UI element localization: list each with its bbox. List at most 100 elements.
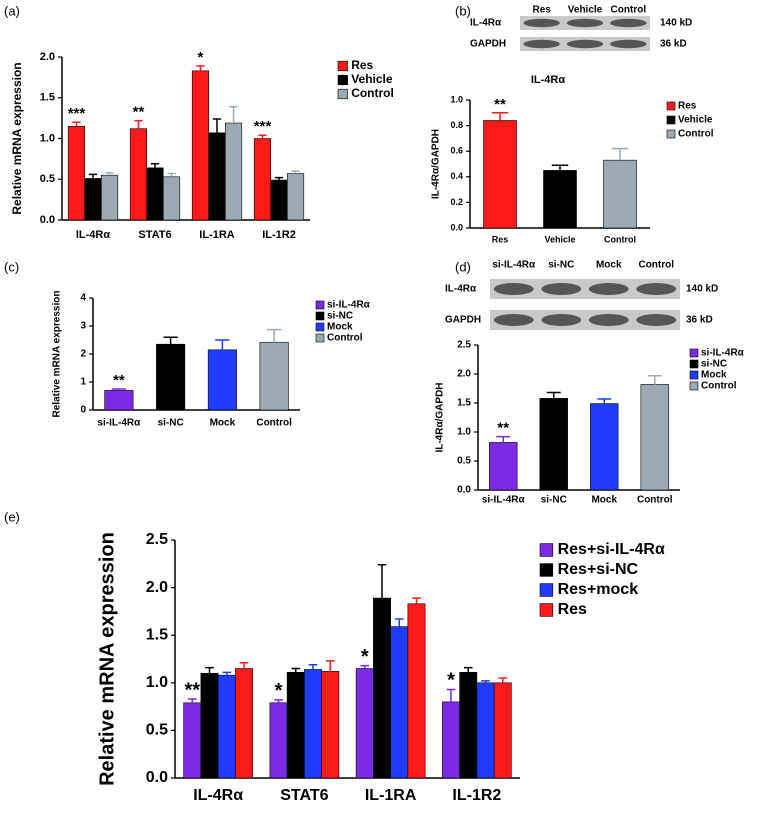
- error-bar: [377, 564, 387, 599]
- error-bar: [481, 680, 490, 683]
- y-tick-label: 0.0: [450, 222, 463, 232]
- y-tick-label: 1.0: [40, 132, 55, 144]
- bar: [129, 128, 148, 221]
- error-bar: [215, 339, 230, 350]
- bar: [321, 671, 340, 779]
- blot-lane-label: si-IL-4Rα: [492, 260, 536, 271]
- error-bar: [394, 618, 404, 627]
- error-bar: [446, 688, 456, 702]
- legend-label: Res: [351, 58, 373, 72]
- legend-label: si-IL-4Rα: [327, 300, 371, 311]
- bar: [162, 176, 181, 221]
- bar: [146, 167, 164, 221]
- legend-label: Res: [558, 601, 587, 618]
- legend-label: Res+mock: [558, 581, 639, 598]
- y-axis-label: Relative mRNA expression: [52, 291, 63, 418]
- y-axis-label: Relative mRNA expression: [10, 62, 24, 214]
- blot-size-label: 140 kD: [686, 284, 718, 295]
- legend-label: Control: [351, 86, 394, 100]
- bar: [476, 682, 495, 779]
- blot-band: [610, 39, 647, 49]
- legend-label: Res+si-NC: [558, 561, 639, 578]
- y-tick-label: 3: [80, 321, 86, 332]
- y-tick-label: 0.2: [450, 197, 463, 207]
- blot-lane-label: Control: [638, 260, 674, 271]
- error-bar: [274, 699, 283, 703]
- error-bar: [187, 698, 197, 703]
- y-tick-label: 0.6: [450, 146, 463, 156]
- error-bar: [291, 667, 301, 673]
- legend-swatch: [315, 333, 325, 343]
- legend-label: Res+si-IL-4Rα: [558, 541, 665, 558]
- blot-size-label: 36 kD: [660, 39, 687, 50]
- panel-label: (d): [455, 259, 471, 274]
- significance: **: [497, 420, 509, 437]
- error-bar: [360, 664, 370, 669]
- bar: [156, 343, 186, 411]
- panel-label: (a): [4, 3, 20, 18]
- legend-swatch: [539, 543, 554, 557]
- blot-row-label: IL-4Rα: [470, 18, 502, 29]
- error-bar: [498, 677, 508, 683]
- bar: [208, 132, 226, 221]
- significance: **: [184, 679, 200, 701]
- panel-label: (c): [4, 259, 19, 274]
- bar: [603, 159, 637, 229]
- y-tick-label: 2.5: [146, 531, 168, 548]
- blot-strip: [490, 279, 680, 299]
- bar: [191, 70, 210, 221]
- bar: [84, 178, 102, 221]
- error-bar: [134, 119, 143, 129]
- bar: [442, 701, 460, 779]
- bar: [235, 668, 253, 779]
- legend-label: si-NC: [701, 359, 727, 370]
- bar: [590, 403, 619, 491]
- x-tick-label: Mock: [591, 495, 617, 506]
- x-tick-label: Control: [256, 418, 292, 429]
- error-bar: [291, 170, 300, 174]
- error-bar: [167, 172, 176, 177]
- blot-lane-label: Vehicle: [568, 5, 603, 16]
- x-tick-label: Vehicle: [544, 234, 575, 244]
- y-tick-label: 2.0: [457, 369, 471, 380]
- y-tick-label: 1.5: [146, 626, 168, 643]
- bar: [539, 398, 568, 491]
- y-tick-label: 0.5: [457, 456, 471, 467]
- legend-swatch: [666, 129, 676, 139]
- error-bar: [229, 105, 238, 124]
- blot-band: [541, 283, 582, 295]
- legend-label: Control: [701, 381, 737, 392]
- y-axis-label: Relative mRNA expression: [96, 532, 118, 786]
- y-tick-label: 0.0: [457, 485, 471, 496]
- y-axis-label: IL-4Rα/GAPDH: [435, 382, 446, 452]
- legend-label: Vehicle: [678, 115, 713, 126]
- y-tick-label: 1: [80, 377, 86, 388]
- blot-band: [588, 283, 629, 295]
- legend-swatch: [689, 381, 699, 391]
- x-tick-label: STAT6: [138, 229, 171, 241]
- significance: *: [447, 670, 455, 692]
- legend-label: Control: [327, 333, 363, 344]
- bar: [217, 674, 236, 779]
- x-tick-label: Res: [492, 234, 509, 244]
- error-bar: [88, 173, 98, 179]
- error-bar: [212, 118, 222, 133]
- error-bar: [647, 374, 662, 385]
- blot-band: [523, 18, 560, 28]
- panel-label: (b): [455, 3, 471, 18]
- y-tick-label: 0.5: [40, 173, 55, 185]
- x-tick-label: IL-4Rα: [193, 787, 243, 804]
- x-tick-label: IL-1RA: [199, 229, 235, 241]
- legend-swatch: [315, 311, 325, 321]
- x-tick-label: si-IL-4Rα: [482, 495, 526, 506]
- legend-swatch: [315, 322, 325, 332]
- x-tick-label: si-IL-4Rα: [97, 418, 141, 429]
- bar: [390, 626, 409, 779]
- blot-band: [566, 39, 604, 49]
- x-tick-label: IL-1RA: [365, 787, 417, 804]
- legend-swatch: [337, 60, 348, 72]
- bar: [104, 390, 134, 411]
- bar: [483, 120, 517, 229]
- error-bar: [597, 398, 612, 404]
